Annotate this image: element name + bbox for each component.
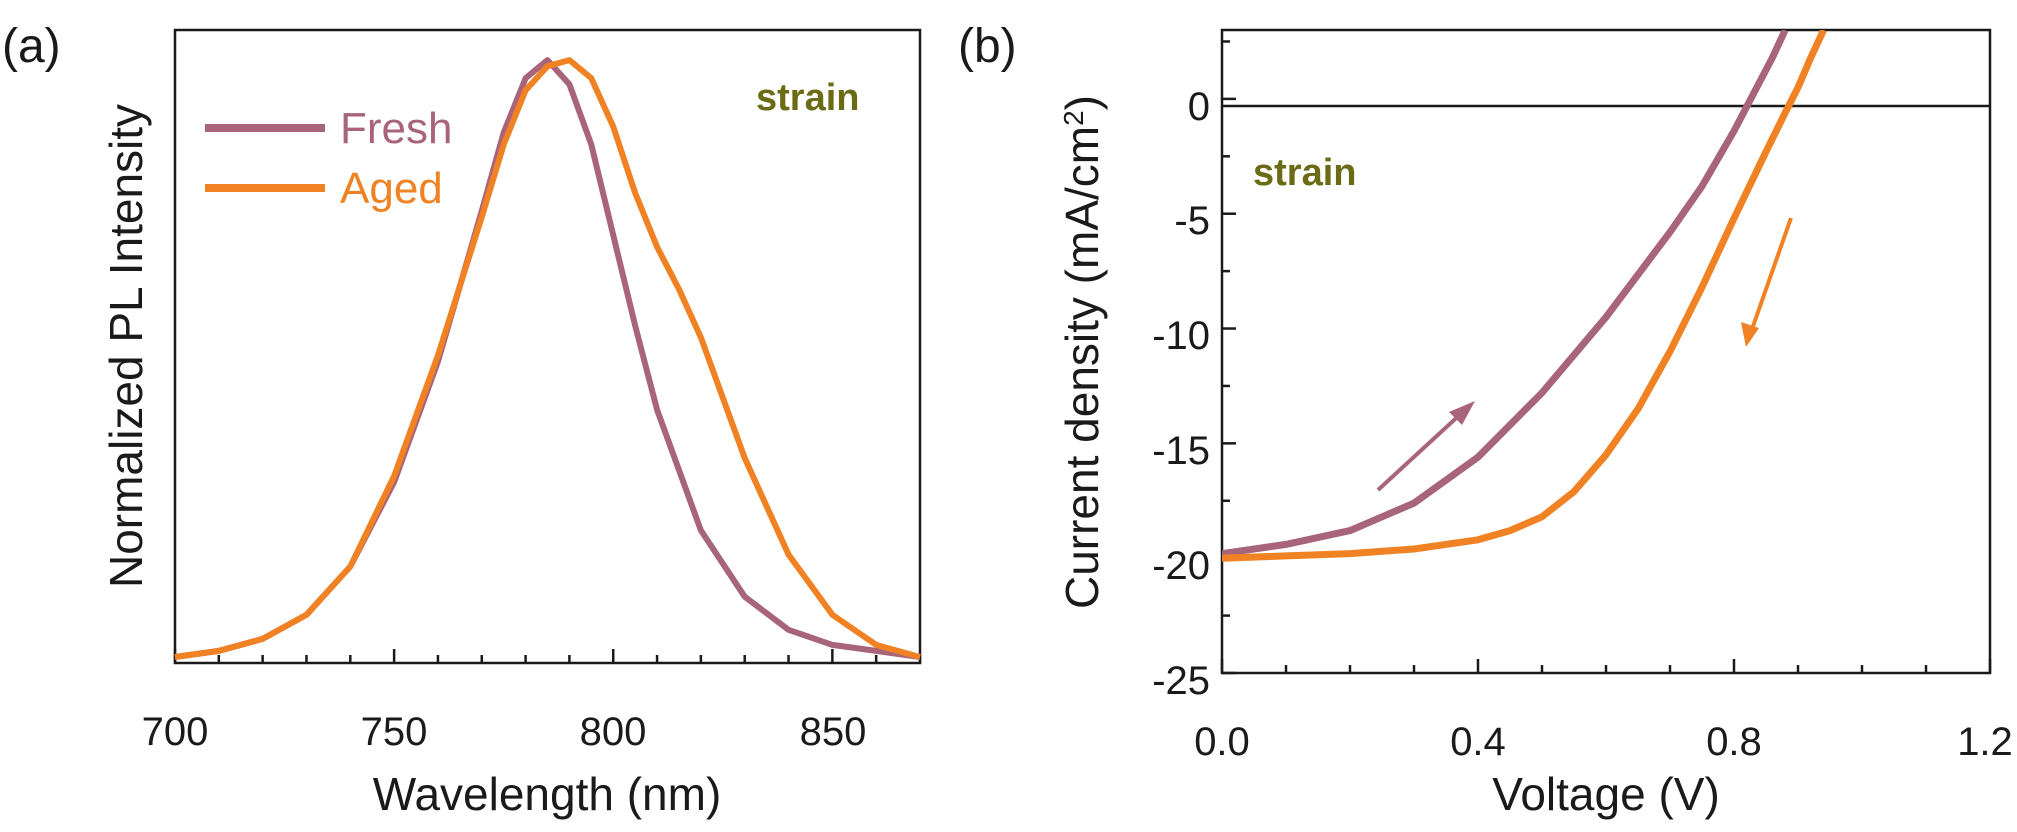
panel-a-xtick-750: 750 [361,710,428,754]
panel-a: (a) 700 750 800 850 Wavelength (nm) Norm… [2,20,922,820]
panel-a-annotation: strain [756,77,859,119]
panel-b-xtick-04: 0.4 [1450,720,1506,764]
panel-b-ytick-m10: -10 [1152,314,1210,358]
panel-b-series-aged [1222,30,1827,562]
panel-a-xtick-850: 850 [800,710,867,754]
panel-a-series-aged [174,57,921,660]
panel-b-ytick-0: 0 [1188,85,1210,129]
panel-a-xtick-800: 800 [580,710,647,754]
legend-fresh-label: Fresh [340,104,452,153]
panel-b-ytick-m25: -25 [1152,659,1210,703]
panel-b-ytick-m20: -20 [1152,544,1210,588]
panel-b-ticks [1220,40,1992,675]
panel-b-ytick-m5: -5 [1174,199,1210,243]
panel-b-xtick-08: 0.8 [1706,720,1762,764]
panel-b-xlabel: Voltage (V) [1492,768,1720,820]
panel-a-series [174,57,921,660]
panel-b-series-fresh [1222,30,1789,558]
forward-scan-arrow [1376,408,1467,492]
panel-a-label: (a) [2,20,61,73]
panel-b: (b) 0 -5 -10 -15 -20 -25 0.0 0.4 0.8 1.2… [958,20,2013,820]
panel-b-label: (b) [958,20,1017,73]
panel-b-frame [1220,28,1992,675]
legend-aged-label: Aged [340,164,443,213]
panel-a-xlabel: Wavelength (nm) [373,768,722,820]
reverse-scan-arrowhead [1741,322,1759,347]
panel-a-ylabel: Normalized PL Intensity [100,104,152,588]
panel-a-series-fresh [174,57,921,660]
forward-scan-arrowhead [1449,401,1475,425]
panel-b-xtick-12: 1.2 [1957,720,2013,764]
panel-a-frame [173,28,922,665]
panel-b-ylabel: Current density (mA/cm2) [1056,95,1108,609]
panel-a-ticks [173,649,922,663]
panel-b-xtick-0: 0.0 [1194,720,1250,764]
reverse-scan-arrow [1749,217,1793,333]
panel-a-xtick-700: 700 [142,710,209,754]
panel-b-ytick-m15: -15 [1152,429,1210,473]
panel-b-series [1222,30,1827,562]
panel-b-annotation: strain [1253,152,1356,194]
